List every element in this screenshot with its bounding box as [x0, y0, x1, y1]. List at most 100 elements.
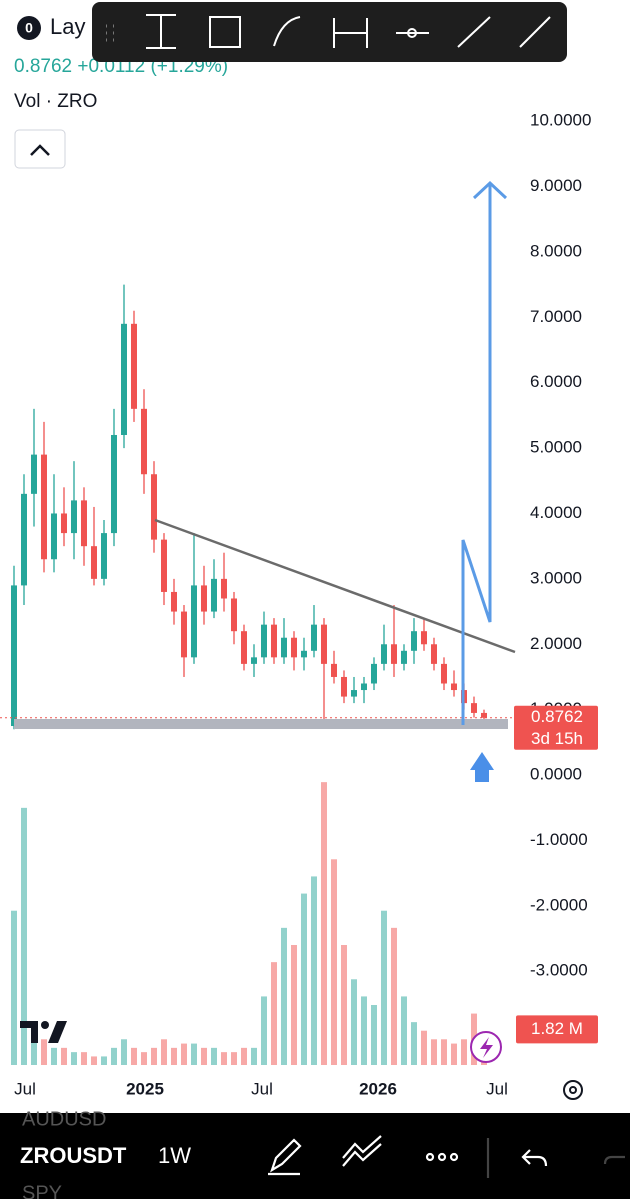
candle-body	[11, 585, 17, 727]
x-tick-label: Jul	[486, 1079, 508, 1098]
collapse-button[interactable]	[14, 129, 66, 169]
bottom-icons	[268, 1135, 625, 1178]
volume-bar	[291, 945, 297, 1065]
volume-bar	[151, 1047, 157, 1065]
volume-bar	[81, 1052, 87, 1065]
volume-bar	[411, 1022, 417, 1065]
volume-bar	[231, 1052, 237, 1065]
candle-body	[201, 585, 207, 612]
volume-bar	[221, 1052, 227, 1065]
candle-body	[221, 578, 227, 599]
candle-body	[241, 631, 247, 664]
tool-measure[interactable]	[333, 18, 368, 48]
volume-bar	[431, 1039, 437, 1065]
candle-body	[451, 683, 457, 691]
volume-bar	[181, 1043, 187, 1065]
candle-body	[421, 631, 427, 645]
volume-bar	[311, 876, 317, 1065]
volume-bar	[331, 859, 337, 1065]
volume-bar	[61, 1047, 67, 1065]
volume-bar	[141, 1052, 147, 1065]
candle-body	[41, 454, 47, 560]
candle-body	[51, 513, 57, 560]
y-tick-label: 5.0000	[530, 438, 582, 457]
volume-bar	[41, 1039, 47, 1065]
y-tick-label: -1.0000	[530, 830, 588, 849]
tool-range[interactable]	[146, 14, 176, 49]
interval-button[interactable]: 1W	[158, 1143, 191, 1168]
y-tick-label: 2.0000	[530, 634, 582, 653]
tool-arrow[interactable]	[457, 16, 491, 48]
volume-bar	[461, 1039, 467, 1065]
volume-bar	[51, 1047, 57, 1065]
candle-body	[341, 676, 347, 697]
volume-bar	[211, 1047, 217, 1065]
volume-bar	[121, 1039, 127, 1065]
chevron-icon	[30, 144, 50, 156]
logo-glyph: 0	[25, 20, 33, 36]
volume-bar	[361, 996, 367, 1065]
volume-bar	[281, 927, 287, 1065]
symbol-button[interactable]: ZROUSDT	[20, 1143, 127, 1168]
candle-body	[171, 591, 177, 612]
candle-body	[371, 663, 377, 684]
x-tick-label: 2026	[359, 1079, 397, 1098]
y-tick-label: -3.0000	[530, 961, 588, 980]
candle-body	[261, 624, 267, 658]
y-tick-label: 6.0000	[530, 372, 582, 391]
candle-body	[121, 323, 127, 435]
settings-icon-core	[569, 1086, 577, 1094]
candle-body	[211, 578, 217, 612]
candle-body	[481, 712, 487, 718]
y-tick-label: 8.0000	[530, 241, 582, 260]
candle-body	[401, 650, 407, 664]
candle-body	[271, 624, 277, 658]
volume-label: 1.82 M	[531, 1019, 583, 1038]
volume-bar	[131, 1047, 137, 1065]
volume-legend: Vol · ZRO	[14, 91, 97, 112]
y-tick-label: 4.0000	[530, 503, 582, 522]
tool-ray[interactable]	[519, 16, 551, 48]
drawing-toolbar	[92, 2, 567, 62]
y-tick-label: -2.0000	[530, 895, 588, 914]
candle-body	[151, 474, 157, 540]
candle-body	[361, 683, 367, 691]
symbol-name: Lay	[50, 14, 85, 39]
tool-path[interactable]	[273, 16, 301, 47]
candle-body	[181, 611, 187, 658]
tv-logo-dot	[41, 1021, 49, 1029]
volume-bar	[351, 979, 357, 1065]
x-tick-label: Jul	[14, 1079, 36, 1098]
candle-body	[301, 650, 307, 658]
volume-bar	[271, 962, 277, 1065]
volume-bar	[381, 910, 387, 1065]
trend-line	[154, 518, 516, 654]
plot-area: 10.0000 9.0000 8.0000 7.0000 6.0000 5.0000 4.0…	[0, 111, 598, 1098]
countdown: 3d 15h	[531, 729, 583, 748]
up-arrow	[470, 752, 494, 782]
indicators-button[interactable]	[342, 1135, 382, 1167]
volume-bar	[11, 910, 17, 1065]
draw-button[interactable]	[268, 1138, 302, 1176]
projection-path	[461, 183, 492, 725]
candle-body	[321, 624, 327, 664]
x-tick-label: Jul	[251, 1079, 273, 1098]
volume-bar	[261, 996, 267, 1065]
tool-rect[interactable]	[209, 16, 241, 48]
volume-bar	[321, 782, 327, 1065]
volume-bar	[171, 1047, 177, 1065]
y-tick-label: 7.0000	[530, 307, 582, 326]
settings-icon[interactable]	[563, 1080, 583, 1100]
undo-button[interactable]	[521, 1149, 548, 1167]
candle-body	[431, 644, 437, 664]
volume-bar	[31, 1030, 37, 1065]
candle-body	[441, 663, 447, 684]
candle-body	[231, 598, 237, 632]
volume-bar	[441, 1039, 447, 1065]
candle-body	[111, 434, 117, 534]
candle-body	[411, 631, 417, 651]
support-zone	[14, 719, 508, 729]
volume-bar	[401, 996, 407, 1065]
volume-bar	[91, 1056, 97, 1065]
